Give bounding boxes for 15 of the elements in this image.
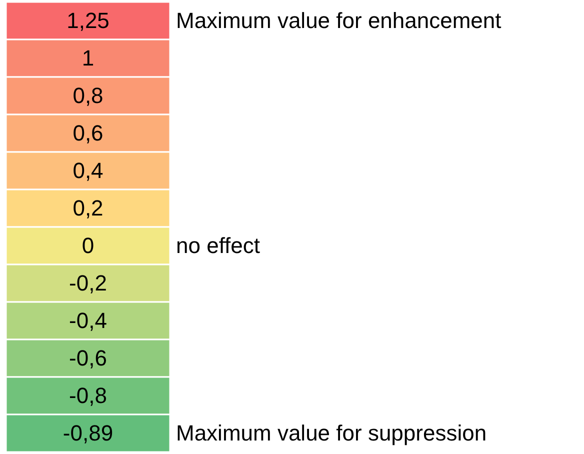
data-label: 1 (82, 45, 94, 70)
data-label: -0,6 (69, 345, 107, 370)
data-label: -0,4 (69, 308, 107, 333)
data-label: 0,6 (72, 120, 104, 146)
y2-tick-label: no effect (176, 232, 260, 258)
y2-tick-label: Maximum value for suppression (176, 420, 487, 446)
y2-tick-label: Maximum value for enhancement (176, 8, 502, 33)
data-label: 0,8 (72, 82, 104, 108)
data-label: -0,89 (62, 420, 114, 446)
data-label: 0,2 (72, 195, 104, 220)
data-label: -0,2 (69, 270, 107, 296)
data-label: -0,8 (69, 382, 107, 408)
data-label: 0 (82, 232, 94, 258)
data-label: 0,4 (72, 158, 104, 183)
data-label: 1,25 (66, 8, 110, 33)
